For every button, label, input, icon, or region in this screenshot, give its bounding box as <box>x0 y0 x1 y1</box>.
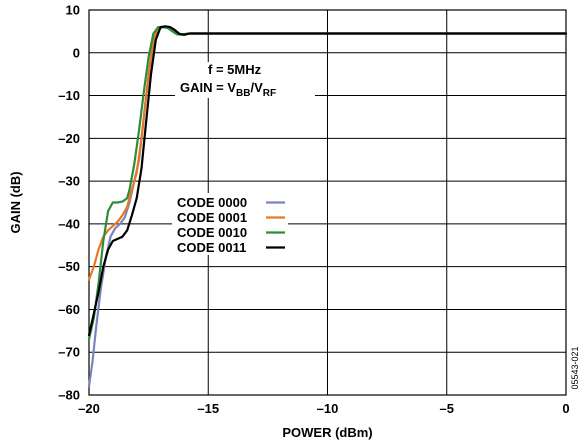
y-tick-label: –80 <box>58 388 80 403</box>
annotation-frequency: f = 5MHz <box>208 62 262 77</box>
x-tick-label: –5 <box>440 401 454 416</box>
y-tick-label: –70 <box>58 345 80 360</box>
y-tick-label: –10 <box>58 88 80 103</box>
x-tick-label: –15 <box>197 401 219 416</box>
plot-frame <box>88 9 567 396</box>
grid <box>88 9 567 396</box>
annotation-slash: /V <box>250 80 263 95</box>
annotation-background <box>175 62 315 98</box>
y-tick-label: –60 <box>58 302 80 317</box>
y-tick-label: –20 <box>58 131 80 146</box>
annotation: f = 5MHz GAIN = VBB/VRF <box>175 62 315 99</box>
x-tick-label: –20 <box>78 401 100 416</box>
y-axis-title: GAIN (dB) <box>8 171 23 233</box>
x-tick-label: 0 <box>562 401 569 416</box>
legend-label: CODE 0011 <box>177 240 246 255</box>
y-tick-label: –30 <box>58 174 80 189</box>
y-tick-label: –40 <box>58 216 80 231</box>
legend-label: CODE 0001 <box>177 210 247 225</box>
y-tick-label: 0 <box>73 45 80 60</box>
annotation-sub-rf: RF <box>263 88 276 99</box>
annotation-gain-prefix: GAIN = V <box>180 80 236 95</box>
y-tick-label: –50 <box>58 259 80 274</box>
series-line-code-0011 <box>87 25 568 337</box>
series-lines <box>87 25 568 388</box>
annotation-sub-bb: BB <box>236 88 250 99</box>
legend-label: CODE 0010 <box>177 225 247 240</box>
y-tick-label: 10 <box>66 3 80 18</box>
x-axis-title: POWER (dBm) <box>282 425 372 440</box>
figure-id: 05543-021 <box>570 346 580 389</box>
legend-label: CODE 0000 <box>177 195 247 210</box>
x-tick-label: –10 <box>317 401 339 416</box>
annotation-gain-definition: GAIN = VBB/VRF <box>180 80 276 99</box>
